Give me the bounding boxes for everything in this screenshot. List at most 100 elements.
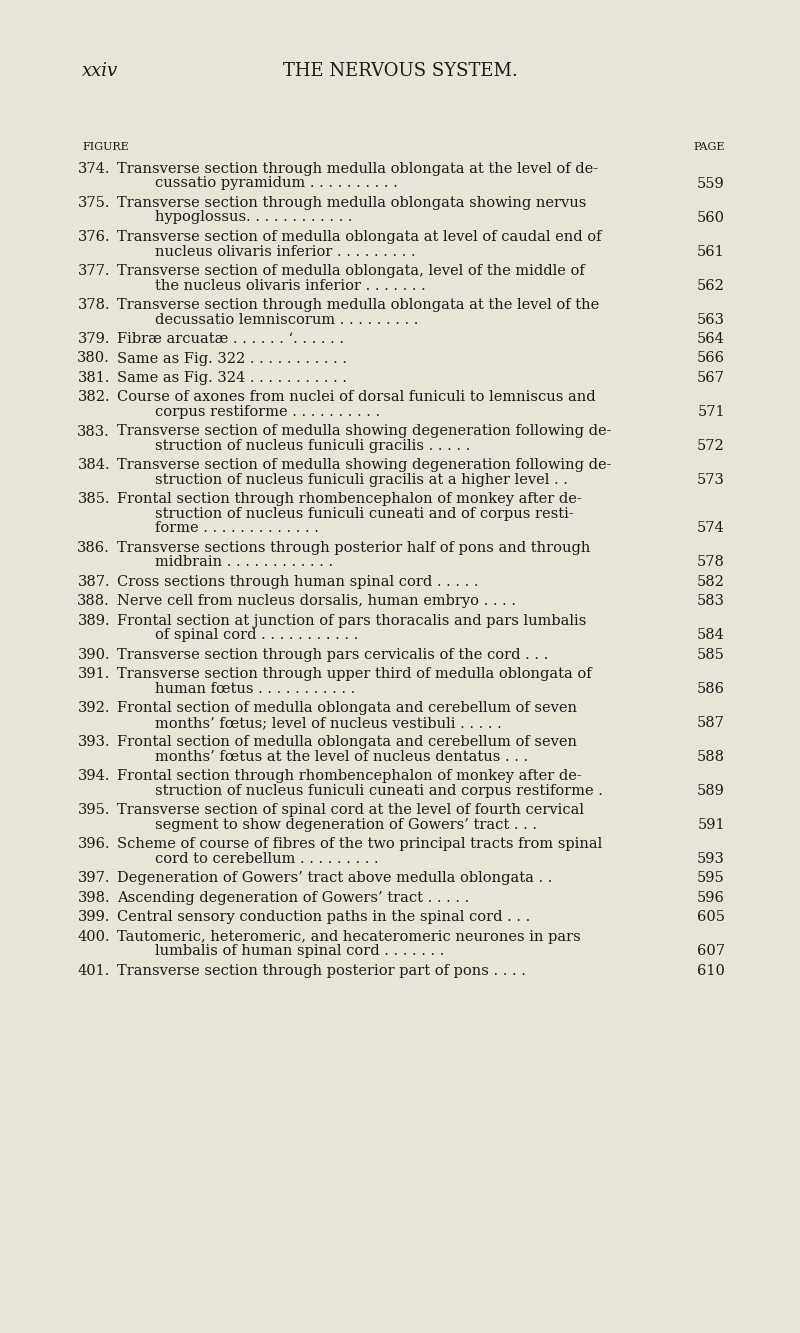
Text: 400.: 400. — [78, 930, 110, 944]
Text: Frontal section of medulla oblongata and cerebellum of seven: Frontal section of medulla oblongata and… — [117, 701, 577, 716]
Text: 562: 562 — [697, 279, 725, 292]
Text: Transverse section through pars cervicalis of the cord . . .: Transverse section through pars cervical… — [117, 648, 548, 663]
Text: 380.: 380. — [78, 352, 110, 365]
Text: 563: 563 — [697, 312, 725, 327]
Text: 392.: 392. — [78, 701, 110, 716]
Text: Tautomeric, heteromeric, and hecateromeric neurones in pars: Tautomeric, heteromeric, and hecateromer… — [117, 930, 581, 944]
Text: struction of nucleus funiculi gracilis . . . . .: struction of nucleus funiculi gracilis .… — [155, 439, 470, 453]
Text: 566: 566 — [697, 352, 725, 365]
Text: decussatio lemniscorum . . . . . . . . .: decussatio lemniscorum . . . . . . . . . — [155, 312, 418, 327]
Text: Frontal section through rhombencephalon of monkey after de-: Frontal section through rhombencephalon … — [117, 492, 582, 507]
Text: FIGURE: FIGURE — [82, 143, 129, 152]
Text: midbrain . . . . . . . . . . . .: midbrain . . . . . . . . . . . . — [155, 556, 333, 569]
Text: Same as Fig. 322 . . . . . . . . . . .: Same as Fig. 322 . . . . . . . . . . . — [117, 352, 347, 365]
Text: 374.: 374. — [78, 163, 110, 176]
Text: Degeneration of Gowers’ tract above medulla oblongata . .: Degeneration of Gowers’ tract above medu… — [117, 872, 552, 885]
Text: Transverse section of medulla oblongata at level of caudal end of: Transverse section of medulla oblongata … — [117, 231, 602, 244]
Text: struction of nucleus funiculi cuneati and corpus restiforme .: struction of nucleus funiculi cuneati an… — [155, 784, 603, 798]
Text: Transverse section of spinal cord at the level of fourth cervical: Transverse section of spinal cord at the… — [117, 804, 584, 817]
Text: 382.: 382. — [78, 391, 110, 404]
Text: 386.: 386. — [78, 541, 110, 555]
Text: cord to cerebellum . . . . . . . . .: cord to cerebellum . . . . . . . . . — [155, 852, 378, 866]
Text: THE NERVOUS SYSTEM.: THE NERVOUS SYSTEM. — [282, 63, 518, 80]
Text: segment to show degeneration of Gowers’ tract . . .: segment to show degeneration of Gowers’ … — [155, 818, 537, 832]
Text: 390.: 390. — [78, 648, 110, 663]
Text: Cross sections through human spinal cord . . . . .: Cross sections through human spinal cord… — [117, 575, 478, 589]
Text: 587: 587 — [697, 716, 725, 730]
Text: Transverse section through medulla oblongata at the level of de-: Transverse section through medulla oblon… — [117, 163, 598, 176]
Text: 384.: 384. — [78, 459, 110, 472]
Text: Course of axones from nuclei of dorsal funiculi to lemniscus and: Course of axones from nuclei of dorsal f… — [117, 391, 596, 404]
Text: cussatio pyramidum . . . . . . . . . .: cussatio pyramidum . . . . . . . . . . — [155, 176, 398, 191]
Text: Transverse section of medulla oblongata, level of the middle of: Transverse section of medulla oblongata,… — [117, 264, 585, 279]
Text: 572: 572 — [698, 439, 725, 453]
Text: struction of nucleus funiculi cuneati and of corpus resti-: struction of nucleus funiculi cuneati an… — [155, 507, 574, 521]
Text: Transverse section through medulla oblongata showing nervus: Transverse section through medulla oblon… — [117, 196, 586, 211]
Text: human fœtus . . . . . . . . . . .: human fœtus . . . . . . . . . . . — [155, 682, 355, 696]
Text: 610: 610 — [697, 964, 725, 978]
Text: 393.: 393. — [78, 736, 110, 749]
Text: 585: 585 — [697, 648, 725, 663]
Text: 607: 607 — [697, 945, 725, 958]
Text: 582: 582 — [697, 575, 725, 589]
Text: Central sensory conduction paths in the spinal cord . . .: Central sensory conduction paths in the … — [117, 910, 530, 925]
Text: corpus restiforme . . . . . . . . . .: corpus restiforme . . . . . . . . . . — [155, 405, 380, 419]
Text: 595: 595 — [698, 872, 725, 885]
Text: 583: 583 — [697, 595, 725, 608]
Text: 395.: 395. — [78, 804, 110, 817]
Text: 389.: 389. — [78, 615, 110, 628]
Text: 396.: 396. — [78, 837, 110, 852]
Text: hypoglossus. . . . . . . . . . . .: hypoglossus. . . . . . . . . . . . — [155, 211, 353, 224]
Text: Transverse section of medulla showing degeneration following de-: Transverse section of medulla showing de… — [117, 424, 611, 439]
Text: 377.: 377. — [78, 264, 110, 279]
Text: 571: 571 — [698, 405, 725, 419]
Text: 573: 573 — [697, 473, 725, 487]
Text: the nucleus olivaris inferior . . . . . . .: the nucleus olivaris inferior . . . . . … — [155, 279, 426, 292]
Text: 375.: 375. — [78, 196, 110, 211]
Text: 591: 591 — [698, 818, 725, 832]
Text: lumbalis of human spinal cord . . . . . . .: lumbalis of human spinal cord . . . . . … — [155, 945, 444, 958]
Text: 394.: 394. — [78, 769, 110, 784]
Text: Frontal section through rhombencephalon of monkey after de-: Frontal section through rhombencephalon … — [117, 769, 582, 784]
Text: struction of nucleus funiculi gracilis at a higher level . .: struction of nucleus funiculi gracilis a… — [155, 473, 568, 487]
Text: Fibræ arcuatæ . . . . . . ‘. . . . . .: Fibræ arcuatæ . . . . . . ‘. . . . . . — [117, 332, 344, 347]
Text: months’ fœtus; level of nucleus vestibuli . . . . .: months’ fœtus; level of nucleus vestibul… — [155, 716, 502, 730]
Text: 401.: 401. — [78, 964, 110, 978]
Text: Ascending degeneration of Gowers’ tract . . . . .: Ascending degeneration of Gowers’ tract … — [117, 890, 470, 905]
Text: nucleus olivaris inferior . . . . . . . . .: nucleus olivaris inferior . . . . . . . … — [155, 244, 416, 259]
Text: Scheme of course of fibres of the two principal tracts from spinal: Scheme of course of fibres of the two pr… — [117, 837, 602, 852]
Text: 397.: 397. — [78, 872, 110, 885]
Text: Nerve cell from nucleus dorsalis, human embryo . . . .: Nerve cell from nucleus dorsalis, human … — [117, 595, 516, 608]
Text: months’ fœtus at the level of nucleus dentatus . . .: months’ fœtus at the level of nucleus de… — [155, 750, 528, 764]
Text: 379.: 379. — [78, 332, 110, 347]
Text: Transverse section through posterior part of pons . . . .: Transverse section through posterior par… — [117, 964, 526, 978]
Text: 376.: 376. — [78, 231, 110, 244]
Text: Frontal section of medulla oblongata and cerebellum of seven: Frontal section of medulla oblongata and… — [117, 736, 577, 749]
Text: Transverse sections through posterior half of pons and through: Transverse sections through posterior ha… — [117, 541, 590, 555]
Text: 388.: 388. — [78, 595, 110, 608]
Text: 387.: 387. — [78, 575, 110, 589]
Text: 588: 588 — [697, 750, 725, 764]
Text: 381.: 381. — [78, 371, 110, 385]
Text: xxiv: xxiv — [82, 63, 118, 80]
Text: 560: 560 — [697, 211, 725, 224]
Text: 605: 605 — [697, 910, 725, 925]
Text: 385.: 385. — [78, 492, 110, 507]
Text: 596: 596 — [697, 890, 725, 905]
Text: 391.: 391. — [78, 668, 110, 681]
Text: forme . . . . . . . . . . . . .: forme . . . . . . . . . . . . . — [155, 521, 319, 536]
Text: Transverse section of medulla showing degeneration following de-: Transverse section of medulla showing de… — [117, 459, 611, 472]
Text: 378.: 378. — [78, 299, 110, 312]
Text: 567: 567 — [697, 371, 725, 385]
Text: 589: 589 — [697, 784, 725, 798]
Text: 383.: 383. — [78, 424, 110, 439]
Text: 593: 593 — [697, 852, 725, 866]
Text: Frontal section at junction of pars thoracalis and pars lumbalis: Frontal section at junction of pars thor… — [117, 615, 586, 628]
Text: Same as Fig. 324 . . . . . . . . . . .: Same as Fig. 324 . . . . . . . . . . . — [117, 371, 347, 385]
Text: 564: 564 — [697, 332, 725, 347]
Text: Transverse section through upper third of medulla oblongata of: Transverse section through upper third o… — [117, 668, 592, 681]
Text: 574: 574 — [698, 521, 725, 536]
Text: PAGE: PAGE — [694, 143, 725, 152]
Text: 399.: 399. — [78, 910, 110, 925]
Text: 561: 561 — [698, 244, 725, 259]
